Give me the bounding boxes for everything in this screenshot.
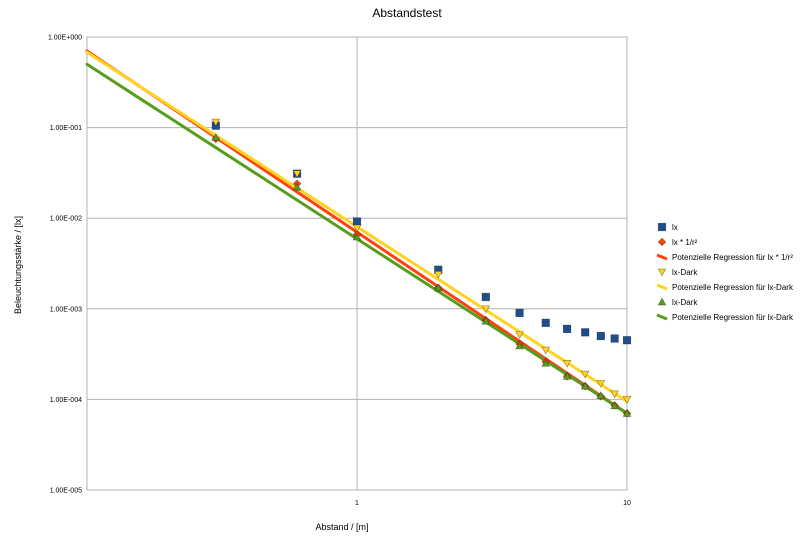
y-tick-label: 1.00E-004 [50, 397, 82, 404]
data-point-series-3 [541, 346, 551, 355]
data-point-series-3 [562, 360, 572, 368]
y-tick-label: 1.00E-002 [50, 216, 82, 223]
data-point-series-3 [610, 390, 619, 399]
data-point-series-3 [481, 305, 491, 314]
data-point-series-3 [622, 396, 632, 404]
data-point-series-0 [581, 328, 590, 337]
data-point-series-5 [481, 316, 491, 325]
y-tick-label: 1.00E-003 [50, 306, 82, 313]
data-point-series-0 [515, 308, 524, 318]
data-point-series-3 [596, 380, 606, 388]
data-point-series-5 [541, 358, 551, 367]
data-point-series-3 [292, 170, 302, 179]
legend-line-symbol [656, 253, 668, 261]
data-point-series-5 [610, 401, 619, 410]
data-point-series-5 [433, 283, 443, 292]
data-point-series-5 [352, 232, 362, 241]
data-point-series-0 [563, 324, 572, 333]
data-point-series-3 [352, 224, 362, 233]
legend-label: Potenzielle Regression für lx * 1/r² [672, 253, 793, 262]
data-point-series-3 [580, 370, 590, 379]
chart-title: Abstandstest [372, 6, 442, 20]
data-point-series-5 [580, 381, 590, 390]
legend-marker-symbol [657, 268, 667, 277]
legend-marker-symbol [657, 222, 667, 232]
data-point-series-0 [622, 336, 632, 345]
data-point-series-0 [352, 217, 362, 226]
legend-label: Potenzielle Regression für lx-Dark [672, 283, 794, 292]
legend-label: lx-Dark [672, 268, 698, 277]
data-points [211, 118, 632, 418]
legend-label: lx * 1/r² [672, 238, 698, 247]
series-layer [85, 49, 632, 418]
data-point-series-0 [610, 334, 619, 343]
data-point-series-5 [596, 391, 606, 399]
legend-label: lx-Dark [672, 298, 698, 307]
data-point-series-0 [596, 331, 605, 341]
x-tick-label: 10 [623, 500, 631, 507]
legend-label: Potenzielle Regression für lx-Dark [672, 313, 794, 322]
data-point-series-0 [481, 292, 490, 302]
grid [87, 36, 628, 491]
y-axis-label: Beleuchtungsstärke / [lx] [13, 216, 23, 314]
data-point-series-3 [211, 118, 221, 127]
x-axis-label: Abstand / [m] [315, 522, 368, 532]
data-point-series-3 [515, 331, 524, 339]
legend-line-symbol [656, 313, 668, 321]
x-tick-label: 1 [355, 500, 359, 507]
y-tick-label: 1.00E-001 [50, 125, 82, 132]
tick-labels: 1.00E+000 1.00E-001 1.00E-002 1.00E-003 1.00… [48, 35, 631, 508]
data-point-series-5 [515, 341, 524, 350]
data-point-series-3 [433, 271, 443, 279]
legend-marker-symbol [657, 237, 667, 247]
data-point-series-5 [211, 132, 221, 141]
legend-line-symbol [656, 283, 668, 291]
legend: lx lx * 1/r² Potenzielle Regression für lx… [656, 222, 794, 322]
legend-marker-symbol [657, 297, 667, 306]
data-point-series-5 [292, 182, 302, 191]
data-point-series-5 [562, 371, 572, 380]
y-tick-label: 1.00E+000 [48, 35, 82, 42]
legend-label: lx [672, 223, 678, 232]
data-point-series-0 [541, 318, 550, 327]
y-tick-label: 1.00E-005 [50, 488, 82, 495]
data-point-series-5 [622, 409, 632, 417]
